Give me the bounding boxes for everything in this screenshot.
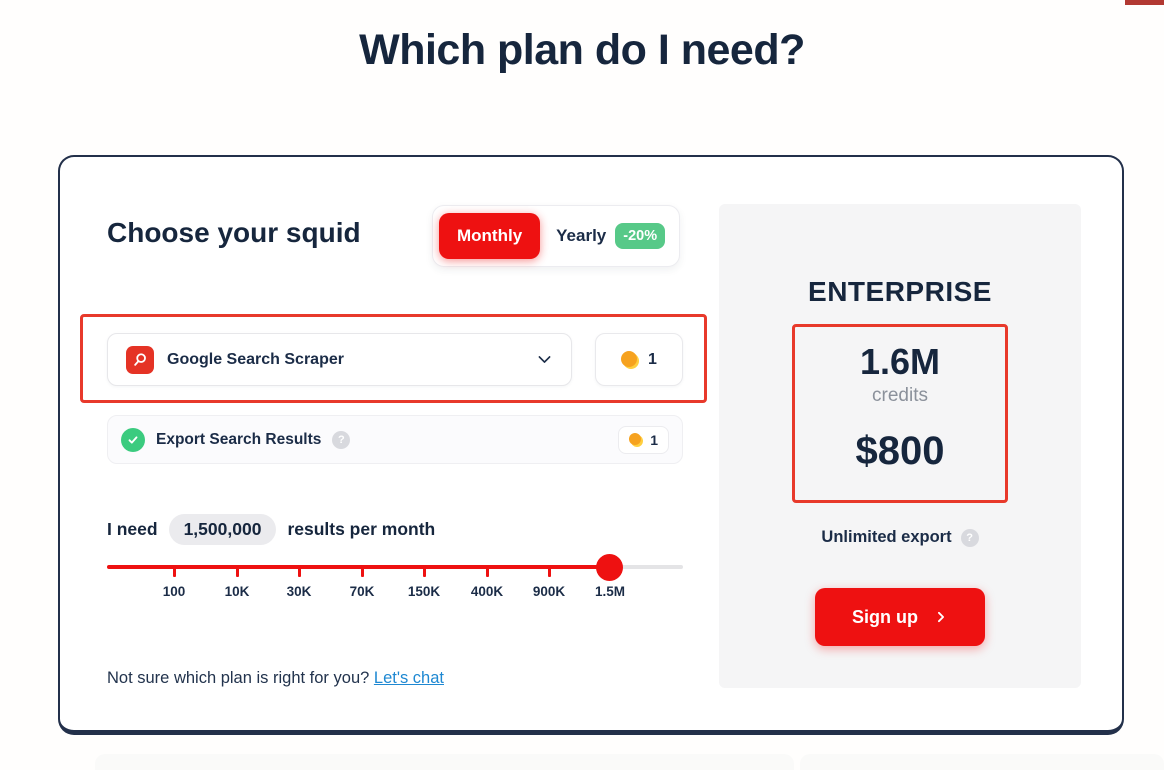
actor-select-dropdown[interactable]: Google Search Scraper: [107, 333, 572, 386]
results-slider[interactable]: [107, 554, 683, 603]
question-icon[interactable]: ?: [332, 430, 351, 449]
usage-prefix: I need: [107, 519, 158, 539]
slider-tick: [423, 565, 426, 577]
monthly-toggle-button[interactable]: Monthly: [439, 213, 541, 259]
next-section-card-edge: [800, 754, 1164, 770]
help-text: Not sure which plan is right for you?: [107, 669, 374, 687]
billing-period-toggle: Monthly Yearly -20%: [432, 205, 680, 267]
tick-label: 900K: [532, 584, 566, 599]
actor-row-highlight-outline: [80, 314, 707, 403]
slider-tick: [173, 565, 176, 577]
slider-track-rest: [609, 565, 683, 569]
tick-label: 100: [162, 584, 186, 599]
plan-price: $800: [855, 429, 945, 473]
configurator-heading: Choose your squid: [107, 217, 361, 248]
slider-tick-labels: 100 10K 30K 70K 150K 400K 900K 1.5M: [107, 584, 683, 602]
plan-summary-panel: ENTERPRISE 1.6M credits $800 Unlimited e…: [719, 204, 1081, 688]
slider-tick: [236, 565, 239, 577]
tick-label: 10K: [224, 584, 250, 599]
coin-icon: [621, 350, 640, 369]
sign-up-button[interactable]: Sign up: [815, 588, 985, 646]
plan-feature-line: Unlimited export ?: [719, 528, 1081, 547]
next-section-card-edge: [95, 754, 794, 770]
chevron-right-icon: [934, 610, 948, 624]
plan-feature-label: Unlimited export: [821, 528, 952, 546]
top-right-partial-button[interactable]: [1125, 0, 1164, 5]
sign-up-label: Sign up: [852, 606, 918, 627]
slider-track-filled: [107, 565, 609, 569]
usage-value-pill: 1,500,000: [168, 514, 277, 545]
slider-handle[interactable]: [596, 554, 623, 581]
addon-credits-box: 1: [618, 425, 669, 454]
help-line: Not sure which plan is right for you? Le…: [107, 669, 444, 688]
slider-tick: [298, 565, 301, 577]
question-icon[interactable]: ?: [960, 528, 979, 547]
lets-chat-link[interactable]: Let's chat: [373, 669, 444, 687]
tick-label: 1.5M: [594, 584, 626, 599]
tick-label: 70K: [349, 584, 375, 599]
check-circle-icon: [121, 427, 145, 452]
addon-credits-value: 1: [650, 431, 658, 448]
page-title: Which plan do I need?: [359, 26, 805, 74]
tick-label: 150K: [407, 584, 441, 599]
actor-credits-value: 1: [648, 350, 657, 368]
slider-tick: [486, 565, 489, 577]
plan-configurator-card: Choose your squid Monthly Yearly -20% Go…: [58, 155, 1124, 735]
usage-suffix: results per month: [287, 519, 436, 539]
plan-credits-amount: 1.6M: [859, 341, 941, 382]
tick-label: 30K: [286, 584, 312, 599]
tick-label: 400K: [470, 584, 504, 599]
usage-summary-line: I need 1,500,000 results per month: [107, 514, 435, 545]
yearly-discount-badge: -20%: [615, 223, 666, 249]
coin-icon: [629, 432, 644, 447]
yearly-label: Yearly: [556, 226, 607, 245]
plan-name: ENTERPRISE: [808, 276, 992, 307]
chevron-down-icon: [536, 351, 553, 368]
actor-name: Google Search Scraper: [167, 350, 344, 368]
actor-credits-box: 1: [595, 333, 683, 386]
yearly-toggle-button[interactable]: Yearly -20%: [540, 223, 677, 249]
plan-credits-caption: credits: [872, 385, 928, 406]
slider-tick: [361, 565, 364, 577]
slider-tick: [548, 565, 551, 577]
search-icon: [126, 345, 154, 374]
addon-name: Export Search Results: [156, 430, 322, 448]
addon-export-row[interactable]: Export Search Results ? 1: [107, 415, 683, 464]
price-highlight-outline: 1.6M credits $800: [792, 324, 1008, 503]
